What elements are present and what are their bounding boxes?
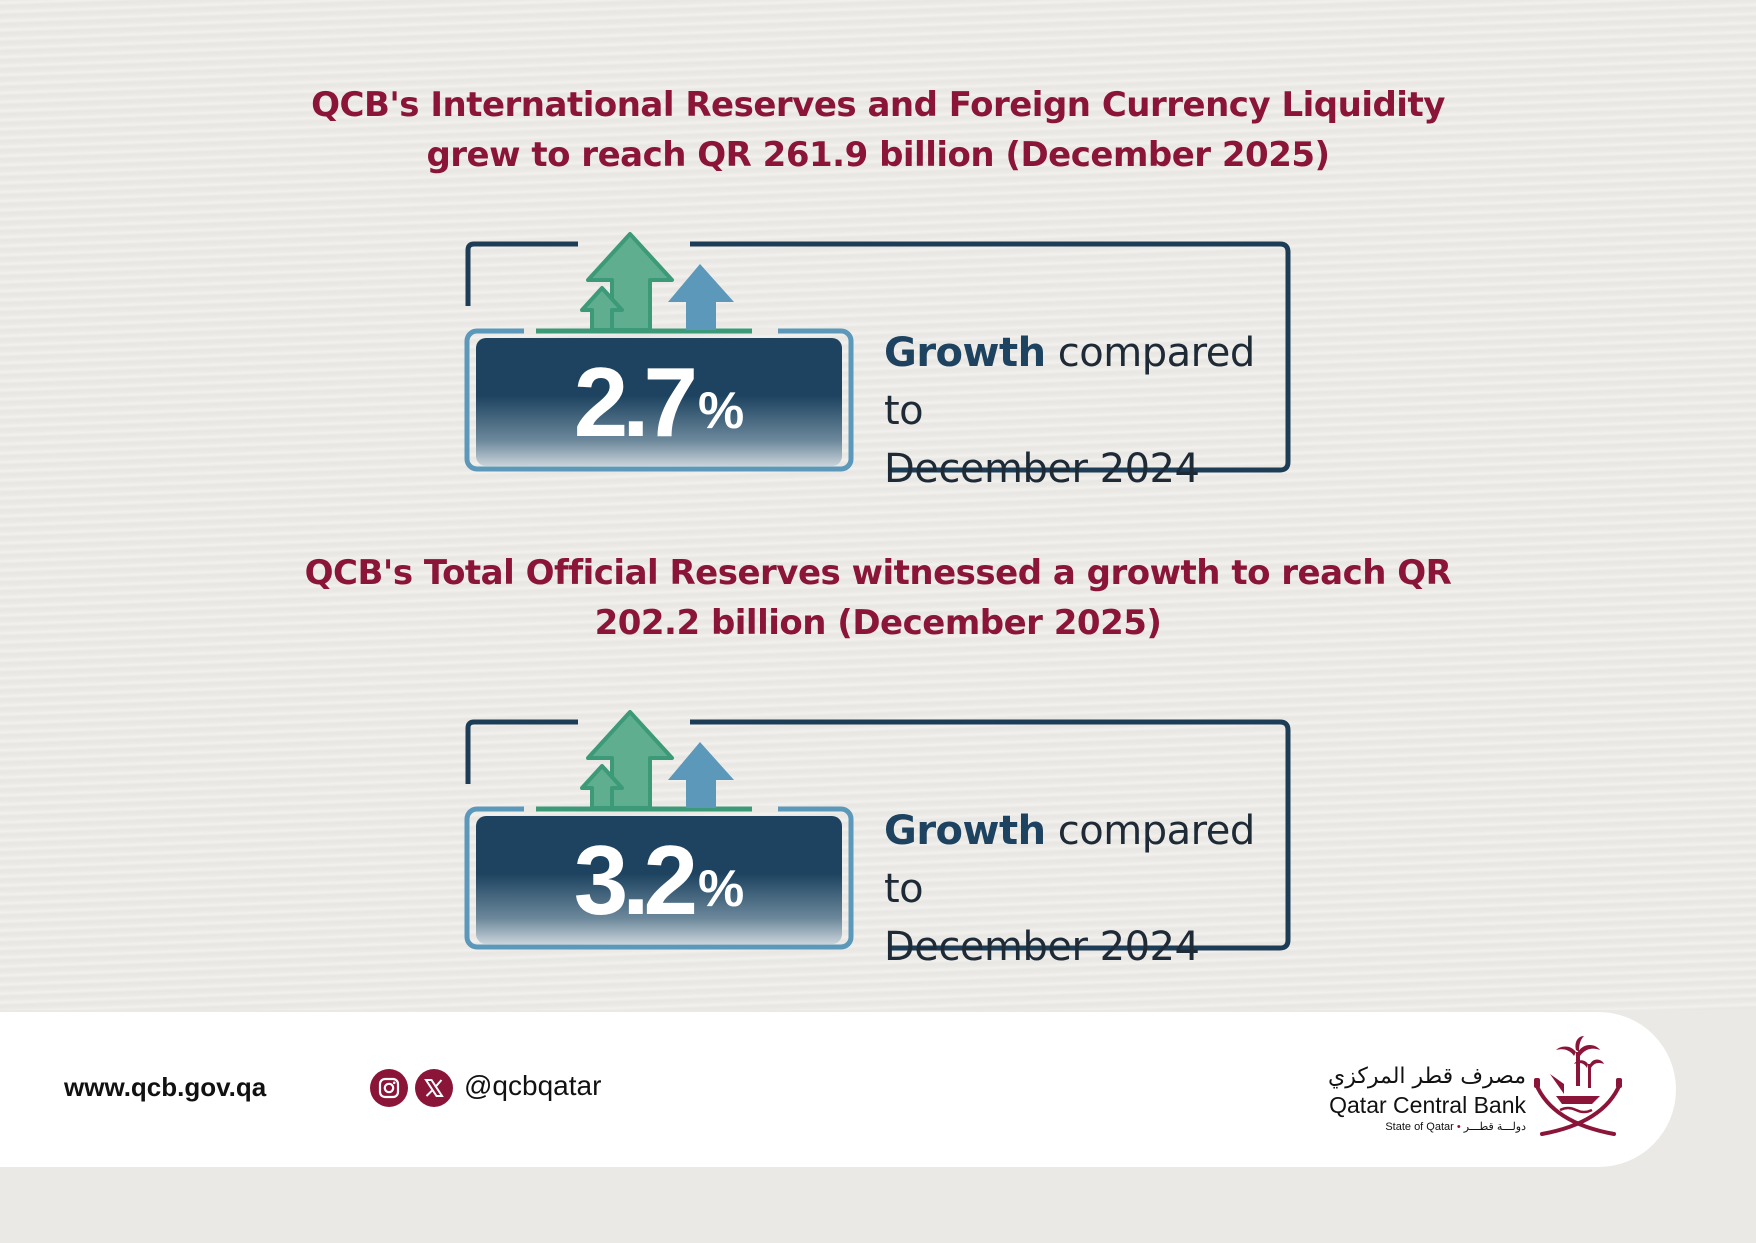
growth-label-rest: compared to — [884, 808, 1255, 912]
headline-total-official-reserves: QCB's Total Official Reserves witnessed … — [0, 548, 1756, 648]
blue-up-arrow-icon — [668, 264, 734, 330]
small-green-up-arrow-icon — [580, 286, 624, 332]
stat-card-total-official-reserves: 3.2 % Growth compared to December 2024 — [0, 706, 1756, 970]
growth-description: Growth compared to December 2024 — [884, 802, 1304, 976]
social-handle[interactable]: @qcbqatar — [464, 1070, 602, 1101]
growth-label-line-2: December 2024 — [884, 924, 1200, 970]
background-texture — [0, 0, 1756, 1010]
logo-subtitle-ar: دولـــة قطـــر — [1463, 1121, 1526, 1133]
growth-value: 2.7 — [573, 347, 698, 457]
growth-label-line-2: December 2024 — [884, 446, 1200, 492]
logo-subtitle-en: State of Qatar — [1385, 1121, 1454, 1133]
headline-international-reserves: QCB's International Reserves and Foreign… — [0, 80, 1756, 180]
footer-bar: www.qcb.gov.qa @qcbqatar مصرف قطر المركز… — [0, 1012, 1676, 1167]
logo-subtitle: State of Qatar • دولـــة قطـــر — [1385, 1121, 1526, 1133]
headline-line-2: 202.2 billion (December 2025) — [594, 603, 1162, 643]
stat-frame — [464, 710, 1291, 951]
percent-sign: % — [697, 860, 745, 918]
growth-value: 3.2 — [573, 825, 698, 935]
stat-card-international-reserves: 2.7 % Growth compared to December 2024 — [0, 228, 1756, 492]
green-up-arrow-icon — [586, 232, 674, 332]
percent-sign: % — [697, 382, 745, 440]
logo-english-name: Qatar Central Bank — [1329, 1092, 1526, 1118]
growth-label-strong: Growth — [884, 808, 1046, 854]
logo-arabic-name: مصرف قطر المركزي — [1328, 1064, 1526, 1089]
blue-up-arrow-icon — [668, 742, 734, 808]
x-icon[interactable] — [415, 1069, 453, 1107]
headline-line-2: grew to reach QR 261.9 billion (December… — [426, 135, 1330, 175]
green-up-arrow-icon — [586, 710, 674, 810]
growth-label-strong: Growth — [884, 330, 1046, 376]
stat-frame — [464, 232, 1291, 473]
growth-label-rest: compared to — [884, 330, 1255, 434]
growth-value-box: 2.7 % — [476, 338, 842, 466]
qatar-emblem-icon — [1534, 1036, 1622, 1136]
headline-line-1: QCB's Total Official Reserves witnessed … — [304, 553, 1452, 593]
instagram-icon[interactable] — [370, 1069, 408, 1107]
growth-value-box: 3.2 % — [476, 816, 842, 944]
website-link[interactable]: www.qcb.gov.qa — [64, 1072, 267, 1102]
headline-line-1: QCB's International Reserves and Foreign… — [311, 85, 1445, 125]
growth-description: Growth compared to December 2024 — [884, 324, 1304, 498]
small-green-up-arrow-icon — [580, 764, 624, 810]
